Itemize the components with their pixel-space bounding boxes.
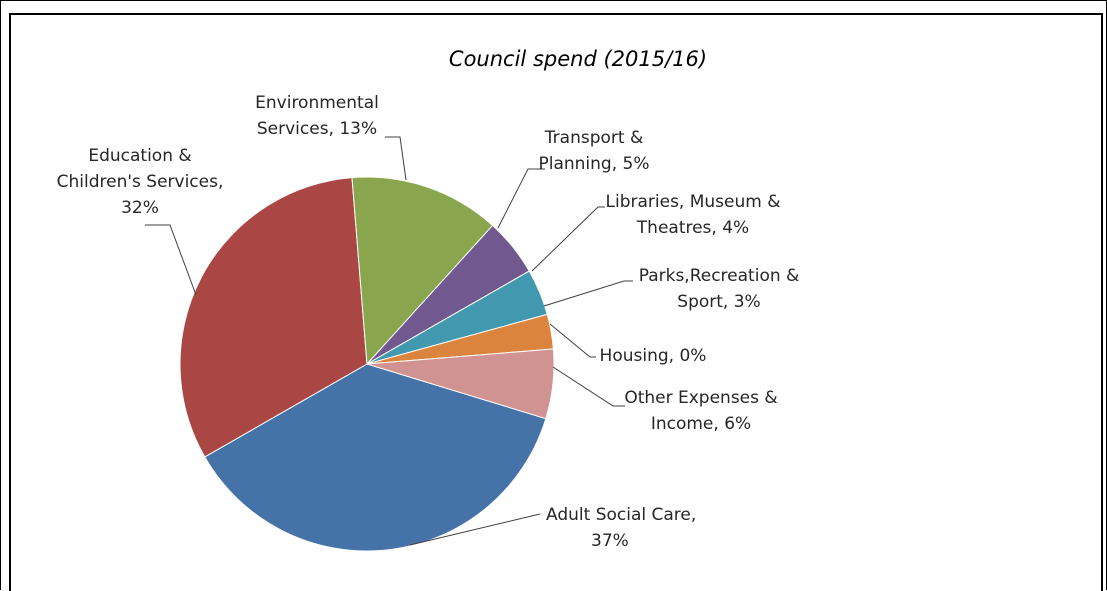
pie-slice-environmental-services <box>351 176 494 366</box>
slice-label-housing: Housing, 0% <box>600 346 707 366</box>
slice-label-line: Parks,Recreation & <box>639 266 800 286</box>
slice-label-line: Housing, 0% <box>600 346 707 366</box>
slice-label-libraries-museum-and-theatres: Libraries, Museum & Theatres, 4% <box>606 192 781 238</box>
slice-label-environmental-services: Environmental Services, 13% <box>255 93 379 139</box>
leader-line-environmental-services <box>385 136 407 181</box>
slice-label-education-and-children-s-services: Education & Children's Services, 32% <box>57 146 224 218</box>
slice-label-line: Education & <box>88 146 191 166</box>
leader-line-transport-and-planning <box>497 168 545 229</box>
slice-label-parks-recreation-and-sport: Parks,Recreation & Sport, 3% <box>639 266 800 312</box>
slice-label-line: Income, 6% <box>651 414 751 434</box>
slice-label-transport-and-planning: Transport & Planning, 5% <box>538 128 649 174</box>
slice-label-line: Environmental <box>255 93 379 113</box>
pie-slice-education-and-children-s-services <box>179 177 368 458</box>
slice-label-line: Adult Social Care, <box>546 505 696 525</box>
slice-labels: Adult Social Care, 37% Education & Children… <box>57 93 800 551</box>
slice-label-adult-social-care: Adult Social Care, 37% <box>546 505 696 551</box>
leader-lines <box>145 136 633 546</box>
slice-label-line: Children's Services, <box>57 172 224 192</box>
slice-label-other-expenses-and-income: Other Expenses & Income, 6% <box>624 388 777 434</box>
leader-line-education-and-children-s-services <box>145 224 197 296</box>
slice-label-line: Services, 13% <box>257 119 377 139</box>
slice-label-line: Planning, 5% <box>538 154 649 174</box>
chart-area-frame <box>9 13 1103 591</box>
slice-label-line: Theatres, 4% <box>636 218 749 238</box>
slice-label-line: 37% <box>591 531 629 551</box>
slice-label-line: Sport, 3% <box>677 292 760 312</box>
slice-label-line: Transport & <box>544 128 643 148</box>
leader-line-other-expenses-and-income <box>552 366 625 407</box>
pie-slices <box>179 176 555 552</box>
leader-line-housing <box>549 323 596 358</box>
title-background <box>210 42 746 64</box>
slice-label-line: Other Expenses & <box>624 388 777 408</box>
pie-slice-adult-social-care <box>204 363 547 552</box>
slice-label-line: 32% <box>121 198 159 218</box>
leader-line-parks-recreation-and-sport <box>543 280 633 307</box>
chart-title: Council spend (2015/16) <box>449 47 707 71</box>
leader-line-libraries-museum-and-theatres <box>531 206 605 272</box>
leader-line-adult-social-care <box>409 513 541 546</box>
slice-label-line: Libraries, Museum & <box>606 192 781 212</box>
pie-slice-other-expenses-and-income <box>366 348 555 420</box>
